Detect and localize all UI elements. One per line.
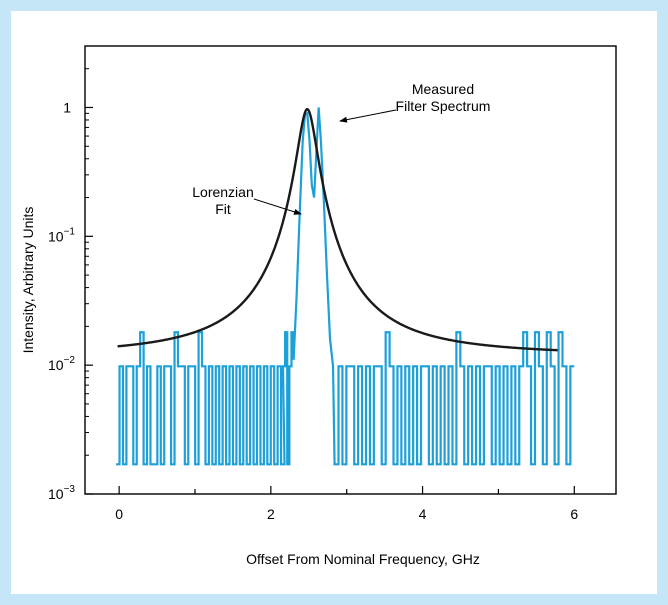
x-tick-label: 0 xyxy=(115,506,123,522)
x-axis-ticks: 0 2 4 6 xyxy=(115,486,578,522)
x-axis-title: Offset From Nominal Frequency, GHz xyxy=(246,551,480,567)
annotation-arrow xyxy=(339,109,397,123)
y-tick-label: 10−2 xyxy=(48,355,75,373)
x-tick-label: 6 xyxy=(570,506,578,522)
x-tick-label: 4 xyxy=(419,506,427,522)
annotation-lorenzian-fit: Lorenzian Fit xyxy=(192,184,302,217)
x-tick-label: 2 xyxy=(267,506,275,522)
measured-spectrum-line xyxy=(116,107,575,466)
chart-panel: 0 2 4 6 1 10−1 10−2 10−3 Offset From Nominal F… xyxy=(11,11,657,594)
annotation-line: Lorenzian xyxy=(192,184,254,200)
annotation-arrow xyxy=(253,198,302,215)
plot-frame xyxy=(84,45,617,495)
annotation-line: Filter Spectrum xyxy=(396,98,491,114)
series-layer xyxy=(116,107,575,466)
chart: 0 2 4 6 1 10−1 10−2 10−3 Offset From Nominal F… xyxy=(20,45,617,567)
y-axis-ticks: 1 10−1 10−2 10−3 xyxy=(48,45,93,502)
lorentzian-fit-line xyxy=(117,107,558,352)
annotation-line: Fit xyxy=(215,201,231,217)
annotation-measured-filter-spectrum: Measured Filter Spectrum xyxy=(339,81,491,123)
annotation-line: Measured xyxy=(412,81,474,97)
y-tick-label: 1 xyxy=(63,99,71,115)
y-tick-label: 10−1 xyxy=(48,226,75,244)
y-axis-title: Intensity, Arbitrary Units xyxy=(20,207,36,354)
y-tick-label: 10−3 xyxy=(48,484,75,502)
